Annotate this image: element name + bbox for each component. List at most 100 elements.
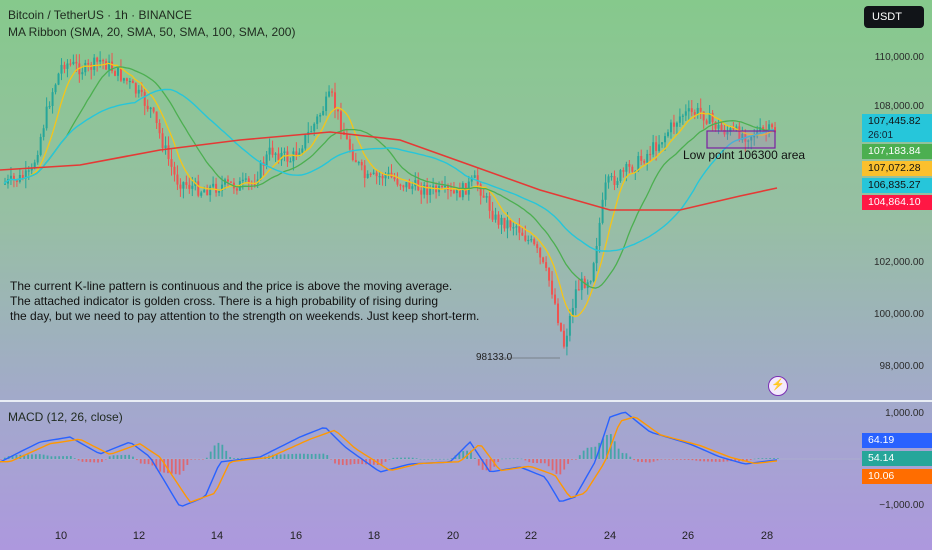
- candle: [334, 92, 337, 110]
- candle: [592, 263, 595, 282]
- histogram-bar: [672, 459, 674, 460]
- analysis-line: the day, but we need to pay attention to…: [10, 309, 480, 323]
- histogram-bar: [326, 455, 329, 459]
- histogram-bar: [182, 459, 185, 471]
- candle: [649, 153, 652, 156]
- candle: [741, 133, 744, 141]
- macd-signal-badge: 10.06: [862, 469, 932, 484]
- histogram-bar: [229, 456, 232, 459]
- histogram-bar: [132, 456, 134, 459]
- candle: [768, 124, 771, 132]
- macd-legend[interactable]: MACD (12, 26, close): [8, 410, 123, 424]
- histogram-bar: [462, 451, 465, 459]
- candle: [658, 144, 661, 151]
- histogram-bar: [93, 459, 96, 463]
- candle: [75, 61, 78, 64]
- candle: [116, 67, 119, 76]
- sma20-badge: 107,183.84: [862, 144, 932, 159]
- candle: [322, 111, 325, 115]
- candle: [81, 72, 84, 75]
- date-label: 24: [603, 530, 617, 542]
- candle: [36, 154, 39, 163]
- pane-divider[interactable]: [0, 400, 932, 402]
- histogram-bar: [202, 459, 204, 460]
- price-chart-canvas[interactable]: [0, 0, 860, 400]
- indicator-legend[interactable]: MA Ribbon (SMA, 20, SMA, 50, SMA, 100, S…: [8, 25, 296, 39]
- candle: [369, 173, 372, 176]
- candle: [732, 128, 735, 130]
- histogram-bar: [143, 459, 146, 464]
- candle: [381, 176, 384, 179]
- date-label: 26: [681, 530, 695, 542]
- histogram-bar: [559, 459, 562, 475]
- date-label: 18: [367, 530, 381, 542]
- price-tick: 108,000.00: [873, 101, 924, 112]
- low-point-label: Low point 106300 area: [683, 148, 806, 162]
- candle: [387, 172, 390, 175]
- histogram-bar: [656, 459, 659, 461]
- histogram-bar: [594, 446, 597, 459]
- histogram-bar: [213, 445, 216, 459]
- macd-tick: 1,000.00: [885, 408, 924, 419]
- histogram-bar: [58, 456, 61, 459]
- candle: [747, 140, 750, 142]
- histogram-bar: [586, 447, 589, 459]
- histogram-bar: [155, 459, 158, 469]
- date-label: 20: [446, 530, 460, 542]
- histogram-bar: [186, 459, 189, 465]
- histogram-bar: [128, 454, 131, 459]
- histogram-bar: [590, 447, 593, 459]
- histogram-bar: [73, 458, 76, 459]
- candle: [90, 64, 93, 70]
- candle: [375, 172, 378, 177]
- histogram-bar: [718, 459, 721, 462]
- symbol-title[interactable]: Bitcoin / TetherUS · 1h · BINANCE: [8, 8, 192, 22]
- candle: [559, 323, 562, 331]
- candle: [244, 178, 247, 180]
- histogram-bar: [69, 456, 72, 459]
- candle: [405, 182, 408, 188]
- candle: [268, 147, 271, 155]
- candle: [515, 226, 518, 228]
- histogram-bar: [159, 459, 162, 472]
- macd-canvas[interactable]: [0, 402, 860, 524]
- lightning-icon[interactable]: ⚡: [768, 376, 788, 396]
- histogram-bar: [46, 455, 49, 459]
- macd-pane[interactable]: MACD (12, 26, close) 1,000.00 −1,000.00 …: [0, 402, 932, 524]
- histogram-bar: [3, 457, 6, 459]
- candle: [170, 159, 173, 167]
- histogram-bar: [400, 457, 402, 459]
- candle: [687, 108, 690, 112]
- candle: [108, 61, 111, 70]
- candle: [54, 84, 57, 93]
- histogram-bar: [190, 459, 193, 460]
- histogram-bar: [679, 459, 682, 460]
- price-chart-pane[interactable]: Bitcoin / TetherUS · 1h · BINANCE MA Rib…: [0, 0, 932, 400]
- histogram-bar: [97, 459, 99, 463]
- candle: [482, 195, 485, 198]
- currency-button[interactable]: USDT: [864, 6, 924, 28]
- candle: [229, 181, 232, 183]
- histogram-bar: [621, 452, 624, 459]
- candle: [574, 289, 577, 308]
- candle: [12, 175, 15, 180]
- histogram-bar: [372, 459, 375, 465]
- candle: [69, 63, 72, 65]
- histogram-bar: [675, 459, 678, 460]
- candle: [221, 184, 224, 192]
- candle: [149, 107, 152, 110]
- candle: [348, 139, 351, 150]
- candle: [530, 239, 533, 241]
- histogram-bar: [135, 459, 138, 461]
- candle: [494, 214, 497, 220]
- histogram-bar: [318, 453, 321, 459]
- histogram-bar: [198, 459, 200, 460]
- time-axis[interactable]: 10 12 14 16 18 20 22 24 26 28: [0, 526, 932, 550]
- candle: [426, 184, 429, 195]
- histogram-bar: [392, 457, 395, 459]
- min-price-label: 98133.0: [476, 352, 513, 363]
- date-label: 10: [54, 530, 68, 542]
- histogram-bar: [757, 458, 760, 459]
- candle: [357, 162, 360, 164]
- candle: [708, 112, 711, 124]
